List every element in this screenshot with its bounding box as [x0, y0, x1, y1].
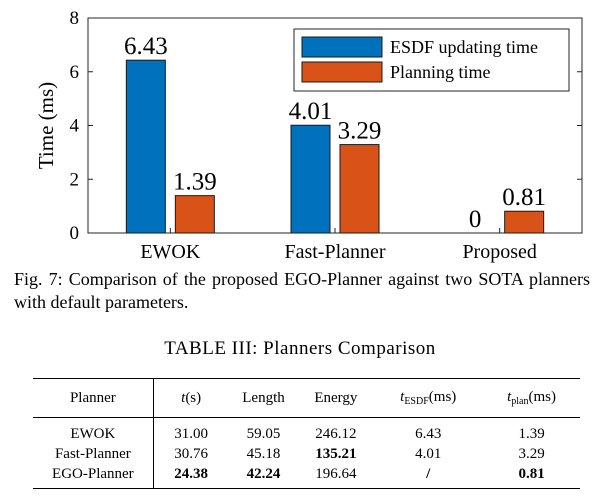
header-time-unit: (s)	[185, 389, 202, 406]
header-tplan: tplan(ms)	[483, 379, 580, 418]
cell-time: 30.76	[174, 445, 209, 462]
x-tick-label: Fast-Planner	[284, 241, 385, 263]
planners-comparison-table: Planner t(s) Length Energy tESDF(ms) tpl…	[33, 378, 580, 489]
y-tick-label: 4	[70, 116, 80, 137]
cell-energy: 135.21	[315, 445, 357, 462]
table-header-row: Planner t(s) Length Energy tESDF(ms) tpl…	[33, 378, 580, 418]
cell-time: 31.00	[174, 425, 209, 442]
y-tick-label: 2	[70, 169, 80, 190]
header-tesdf-unit: (ms)	[428, 389, 457, 405]
y-tick-label: 8	[70, 8, 80, 29]
cell-tesdf: 4.01	[415, 445, 442, 462]
data-label: 6.43	[124, 33, 168, 60]
figure-caption: Fig. 7: Comparison of the proposed EGO-P…	[14, 269, 590, 312]
bar-planning	[174, 195, 215, 234]
y-tick-label: 0	[70, 223, 80, 244]
header-time: t(s)	[153, 379, 228, 418]
legend-label: Planning time	[390, 62, 491, 82]
x-tick-label: Proposed	[462, 241, 536, 263]
header-energy: Energy	[314, 389, 358, 406]
header-planner: Planner	[33, 378, 154, 418]
cell-tplan: 1.39	[518, 425, 545, 442]
header-tplan-var: t	[507, 389, 512, 405]
y-tick-label: 6	[70, 62, 80, 83]
header-time-var: t	[181, 389, 186, 406]
cell-length: 45.18	[246, 445, 281, 462]
data-label: 3.29	[338, 118, 382, 145]
bar-planning	[339, 144, 380, 234]
header-length: Length	[242, 389, 285, 406]
cell-tesdf: /	[426, 465, 431, 482]
cell-energy: 246.12	[315, 425, 357, 442]
data-label: 4.01	[289, 98, 333, 125]
table-row: Fast-Planner 30.76 45.18 135.21 4.01 3.2…	[33, 444, 580, 464]
x-tick-label: EWOK	[140, 241, 201, 263]
cell-planner: Fast-Planner	[33, 444, 154, 464]
data-label: 0	[469, 206, 482, 233]
y-axis-label: Time (ms)	[34, 82, 58, 169]
legend-swatch	[301, 36, 383, 58]
legend-swatch	[301, 61, 383, 83]
cell-length: 59.05	[246, 425, 281, 442]
cell-tplan: 3.29	[518, 445, 545, 462]
header-tesdf: tESDF(ms)	[373, 379, 483, 418]
header-tesdf-var: t	[400, 389, 405, 405]
header-tplan-unit: (ms)	[528, 389, 557, 405]
cell-planner: EGO-Planner	[33, 464, 154, 489]
cell-time: 24.38	[174, 465, 209, 482]
bar-esdf	[290, 124, 331, 234]
cell-tplan: 0.81	[518, 465, 545, 482]
legend-label: ESDF updating time	[390, 37, 538, 57]
bar-chart: 0 2 4 6 8 Time (ms) EWOK 6.43 1.39 Fast-Planner 4.…	[34, 8, 583, 263]
cell-energy: 196.64	[315, 465, 357, 482]
data-label: 1.39	[173, 169, 217, 196]
cell-length: 42.24	[246, 465, 281, 482]
table-title: TABLE III: Planners Comparison	[164, 338, 436, 359]
table-row: EGO-Planner 24.38 42.24 196.64 / 0.81	[33, 464, 580, 489]
data-label: 0.81	[502, 184, 546, 211]
cell-planner: EWOK	[33, 417, 154, 444]
table-row: EWOK 31.00 59.05 246.12 6.43 1.39	[33, 417, 580, 444]
cell-tesdf: 6.43	[415, 425, 442, 442]
header-tplan-sub: plan	[511, 396, 529, 407]
bar-esdf	[125, 59, 166, 234]
bar-planning	[504, 210, 545, 234]
header-tesdf-sub: ESDF	[404, 396, 429, 407]
